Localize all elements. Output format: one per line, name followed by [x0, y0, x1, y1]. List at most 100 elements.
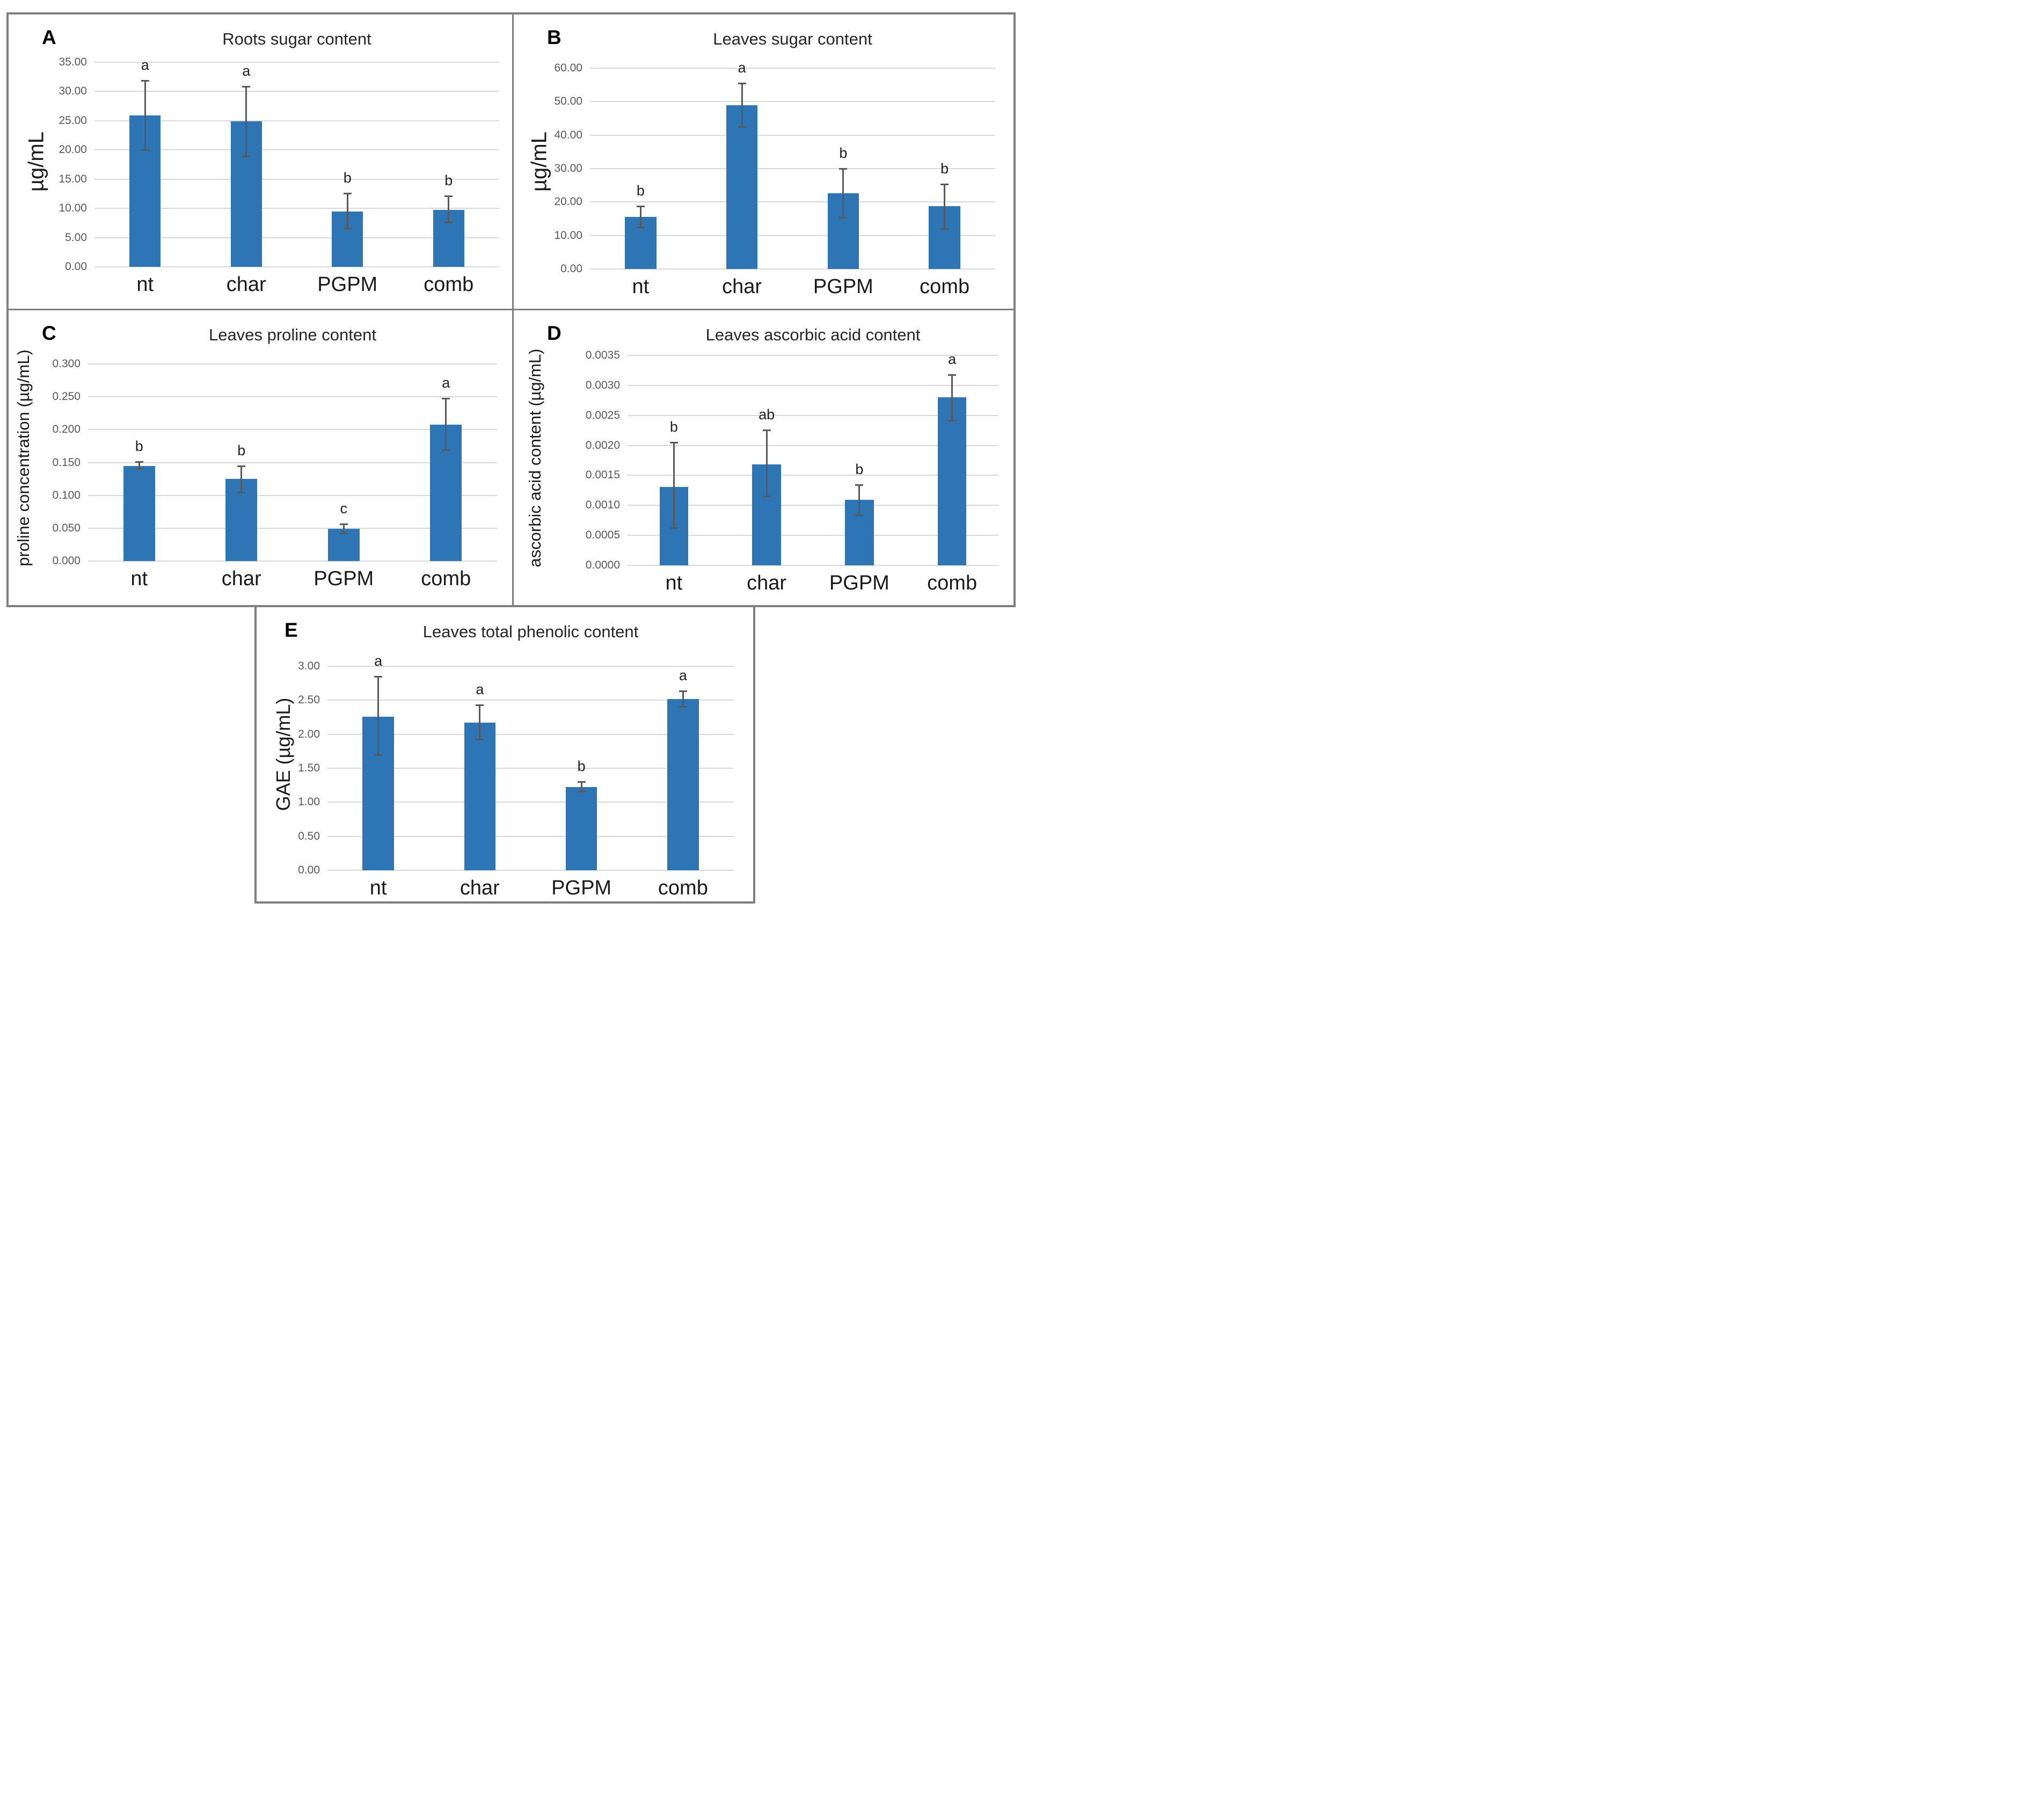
- error-cap-top: [343, 192, 352, 194]
- y-tick-label: 0.0010: [585, 499, 620, 512]
- gridline: [88, 396, 497, 398]
- error-cap-top: [577, 781, 586, 783]
- gridline: [88, 363, 497, 365]
- gridline: [94, 149, 499, 151]
- sig-letter: b: [839, 145, 848, 161]
- sig-letter: a: [738, 60, 746, 76]
- error-cap-bottom: [343, 228, 352, 230]
- x-category-label: char: [747, 572, 787, 594]
- y-axis-label: µg/mL: [24, 132, 48, 192]
- y-axis-label: µg/mL: [527, 132, 551, 192]
- sig-letter: b: [135, 438, 143, 455]
- y-tick-label: 3.00: [298, 660, 320, 672]
- sig-letter: b: [577, 758, 586, 775]
- panel-letter: C: [42, 322, 56, 344]
- y-axis-label: GAE (µg/mL): [272, 697, 294, 811]
- error-cap-bottom: [141, 149, 149, 151]
- chart-panel-roots-sugar: A Roots sugar content µg/mL 0.00 5.00 10.0…: [9, 14, 514, 310]
- y-tick-label: 0.000: [52, 555, 81, 567]
- error-bar: [448, 196, 450, 223]
- y-tick-label: 2.00: [298, 727, 320, 740]
- x-category-label: char: [226, 273, 266, 296]
- bar-char: [726, 105, 758, 269]
- gridline: [327, 666, 734, 667]
- error-bar: [842, 169, 844, 218]
- error-bar: [682, 690, 684, 707]
- y-tick-label: 0.100: [52, 489, 81, 501]
- error-cap-top: [855, 484, 864, 486]
- x-category-label: char: [221, 567, 261, 590]
- x-category-label: comb: [421, 567, 471, 590]
- bar-PGPM: [565, 787, 597, 870]
- chart-title: Leaves sugar content: [713, 30, 872, 48]
- error-cap-top: [135, 461, 143, 463]
- panel-letter: A: [42, 26, 56, 48]
- error-bar: [245, 86, 247, 157]
- bar-char: [464, 723, 496, 870]
- y-tick-label: 30.00: [59, 85, 87, 98]
- gridline: [590, 68, 995, 69]
- sig-letter: ab: [759, 406, 775, 423]
- y-tick-label: 35.00: [59, 56, 87, 68]
- x-category-label: PGPM: [829, 572, 889, 594]
- error-cap-top: [141, 79, 149, 82]
- gridline: [327, 835, 734, 837]
- gridline: [327, 700, 734, 701]
- gridline: [94, 62, 499, 63]
- y-axis-label: ascorbic acid content (µg/mL): [526, 348, 544, 567]
- y-tick-label: 0.0005: [585, 529, 620, 542]
- y-tick-label: 50.00: [554, 95, 582, 108]
- gridline: [628, 355, 998, 356]
- chart-title: Leaves proline content: [209, 325, 376, 344]
- y-tick-label: 20.00: [59, 143, 87, 156]
- y-tick-label: 0.0035: [585, 349, 620, 361]
- sig-letter: a: [141, 56, 149, 73]
- error-cap-bottom: [237, 491, 246, 493]
- y-tick-label: 5.00: [65, 231, 87, 244]
- error-cap-bottom: [442, 449, 450, 452]
- y-axis-label: proline concentration (µg/mL): [14, 349, 33, 566]
- sig-letter: a: [476, 681, 484, 698]
- error-bar: [144, 80, 146, 151]
- error-bar: [944, 184, 946, 229]
- sig-letter: b: [444, 172, 453, 189]
- error-bar: [951, 374, 953, 421]
- error-bar: [346, 193, 348, 229]
- sig-letter: b: [940, 160, 949, 177]
- error-bar: [765, 429, 768, 497]
- error-cap-top: [948, 374, 957, 376]
- sig-letter: a: [442, 374, 450, 391]
- y-tick-label: 0.050: [52, 521, 81, 534]
- x-category-label: nt: [665, 572, 683, 594]
- error-cap-top: [940, 183, 949, 185]
- x-category-label: PGPM: [313, 567, 374, 590]
- error-cap-top: [839, 168, 848, 170]
- y-tick-label: 0.150: [52, 456, 81, 469]
- sig-letter: a: [374, 653, 383, 669]
- x-category-label: comb: [658, 877, 708, 899]
- y-tick-label: 10.00: [59, 202, 87, 215]
- error-cap-bottom: [679, 706, 687, 708]
- gridline: [628, 384, 998, 386]
- x-category-label: nt: [369, 877, 387, 899]
- plot-area: 0.00 10.00 20.00 30.00 40.00 50.00 60.00 b nt a ch…: [554, 60, 995, 298]
- gridline: [590, 134, 995, 136]
- gridline: [88, 429, 497, 431]
- gridline: [628, 505, 998, 506]
- error-cap-top: [374, 676, 383, 678]
- gridline: [88, 560, 497, 562]
- chart-panel-leaves-phenolic: E Leaves total phenolic content GAE (µg/…: [254, 605, 755, 904]
- y-tick-label: 1.50: [298, 762, 320, 774]
- error-cap-top: [679, 690, 687, 692]
- chart-panel-leaves-ascorbic-acid: D Leaves ascorbic acid content ascorbic …: [514, 310, 1013, 605]
- y-tick-label: 40.00: [554, 128, 582, 141]
- sig-letter: a: [679, 667, 687, 683]
- error-cap-bottom: [339, 532, 348, 534]
- x-category-label: char: [722, 275, 762, 298]
- figure-frame: A Roots sugar content µg/mL 0.00 5.00 10.0…: [6, 12, 1016, 607]
- error-bar: [673, 442, 675, 528]
- sig-letter: c: [340, 500, 348, 517]
- gridline: [88, 527, 497, 529]
- x-category-label: nt: [632, 275, 650, 298]
- gridline: [94, 237, 499, 238]
